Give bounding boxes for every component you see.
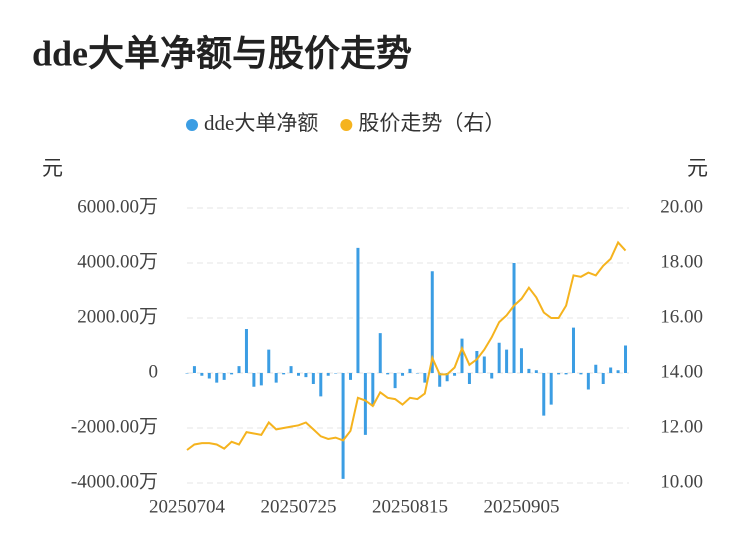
bar [445,373,449,382]
y-tick-label: 4000.00万 [77,251,158,272]
bar [594,364,598,373]
bar [215,373,219,383]
bar [423,373,427,383]
y2-tick-label: 16.00 [660,306,703,327]
bar [408,368,412,373]
bar [534,370,538,373]
bar [356,247,360,373]
bar [624,345,628,373]
bar [616,370,620,373]
bar [267,349,271,373]
bar [482,356,486,373]
bar [579,373,583,375]
bar [230,373,234,375]
bar [200,373,204,376]
chart-title: dde大单净额与股价走势 [32,33,412,73]
bar [557,373,561,375]
bar [304,373,308,378]
y-tick-label: 0 [149,361,159,382]
bar [497,342,501,373]
y2-tick-label: 14.00 [660,361,703,382]
y2-tick-label: 10.00 [660,471,703,492]
legend-marker [186,119,198,131]
bar [542,373,546,416]
legend-label: dde大单净额 [204,111,318,135]
legend-label: 股价走势（右） [358,111,505,135]
bar [490,373,494,379]
x-tick-label: 20250704 [149,496,226,517]
y2-tick-label: 18.00 [660,251,703,272]
legend: dde大单净额 股价走势（右） [186,111,505,135]
bar [326,373,330,376]
bar [296,373,300,376]
bar [252,373,256,387]
bar [259,373,263,386]
bar [282,373,286,375]
bar [438,373,442,387]
bar [467,373,471,384]
bar [415,373,419,374]
y-tick-label: -4000.00万 [71,471,158,492]
bar [222,373,226,380]
bar [289,366,293,373]
x-tick-label: 20250905 [483,496,559,517]
y2-tick-label: 20.00 [660,196,703,217]
bar [519,348,523,373]
bar [453,373,457,376]
bar [334,373,338,374]
bar [371,373,375,406]
bar [386,373,390,375]
bar [401,373,405,376]
bar [207,373,211,379]
bar [586,373,590,390]
bar [512,263,516,373]
bar [378,333,382,373]
bar [274,373,278,383]
bar [244,329,248,373]
bar [319,373,323,397]
bar [527,368,531,373]
bar [311,373,315,384]
bar [601,373,605,384]
y2-tick-label: 12.00 [660,416,703,437]
bar [341,373,345,479]
bar [564,373,568,375]
bar [185,373,189,374]
legend-marker [340,119,353,131]
bar [393,373,397,389]
x-tick-label: 20250815 [372,496,448,517]
bar [609,367,613,373]
y-tick-label: 6000.00万 [77,196,158,217]
bar [192,366,196,373]
y-tick-label: 2000.00万 [77,306,158,327]
bar [571,327,575,373]
bar [237,366,241,373]
bar [475,351,479,373]
y-axis-label: 元 [42,156,63,180]
x-tick-label: 20250725 [260,496,336,517]
bar [460,338,464,373]
price-line [186,240,627,451]
bar [363,373,367,435]
y-tick-label: -2000.00万 [71,416,158,437]
bar [430,271,434,373]
bar [549,373,553,405]
bar [505,349,509,373]
bar [349,373,353,380]
y2-axis-label: 元 [687,156,708,180]
